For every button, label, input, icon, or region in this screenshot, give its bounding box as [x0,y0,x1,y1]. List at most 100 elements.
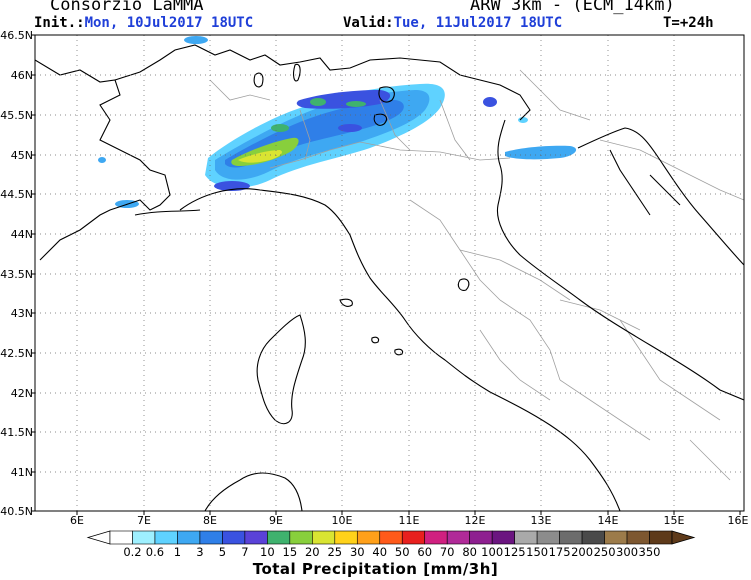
lon-label: 16E [727,514,749,527]
colorbar-swatch [132,530,156,545]
precip-25mm-area [238,150,282,163]
lat-label: 41.5N [0,426,33,439]
colorbar-level-label: 20 [304,545,320,559]
colorbar-swatch [649,530,673,545]
colorbar-swatch [312,530,336,545]
colorbar-swatch [491,530,515,545]
colorbar-level-label: 5 [218,545,227,559]
colorbar-level-label: 300 [616,545,639,559]
precip-15mm-spot-2 [346,101,366,107]
colorbar-level-label: 7 [241,545,249,559]
precip-spot-b [483,97,497,107]
colorbar-swatch [267,530,291,545]
init-value: Mon, 10Jul2017 18UTC [84,15,254,31]
lead-time: T=+24h [663,15,714,31]
colorbar-level-label: 60 [417,545,433,559]
lat-label: 45N [10,149,33,162]
lon-label: 11E [398,514,420,527]
colorbar-level-label: 3 [196,545,204,559]
colorbar-swatch [536,530,560,545]
graticule [35,35,744,511]
colorbar-swatch [154,530,178,545]
org-title: Consorzio LaMMA [50,0,204,15]
precip-adriatic-band [505,145,577,160]
colorbar-swatch [626,530,650,545]
colorbar-swatch [356,530,381,545]
colorbar-level-label: 80 [462,545,477,559]
valid-label: Valid: [343,15,394,31]
colorbar-swatch [581,530,605,545]
colorbar-swatch [199,530,223,545]
colorbar-swatch [401,530,426,545]
lon-label: 12E [464,514,486,527]
colorbar-swatch [289,530,313,545]
colorbar-level-label: 30 [349,545,365,559]
axis-ticks [31,34,741,515]
lon-label: 13E [530,514,552,527]
valid-value: Tue, 11Jul2017 18UTC [393,15,563,31]
colorbar-swatch [469,530,493,545]
precipitation-field [98,36,577,208]
lat-label: 46N [10,69,33,82]
colorbar [86,530,696,545]
lon-label: 8E [203,514,217,527]
precip-7mm-spot [338,124,362,132]
lat-label: 44.5N [0,188,33,201]
colorbar-level-label: 0.6 [145,545,165,559]
lat-label: 43N [10,307,33,320]
lon-label: 6E [70,514,84,527]
colorbar-level-label: 15 [282,545,298,559]
colorbar-swatch [177,530,201,545]
colorbar-level-label: 10 [260,545,275,559]
colorbar-level-label: 25 [327,545,343,559]
colorbar-swatch [222,530,246,545]
init-line: Init.:Mon, 10Jul2017 18UTC [34,16,253,30]
colorbar-swatch [334,530,358,545]
colorbar-swatch [424,530,448,545]
colorbar-swatch [109,530,133,545]
lat-label: 42N [10,387,33,400]
colorbar-title: Total Precipitation [mm/3h] [252,560,499,578]
colorbar-level-label: 70 [439,545,455,559]
colorbar-level-label: 175 [548,545,571,559]
lon-label: 7E [137,514,151,527]
colorbar-level-label: 250 [593,545,616,559]
lat-label: 43.5N [0,268,33,281]
lon-label: 14E [597,514,619,527]
lat-label: 45.5N [0,109,33,122]
precip-15mm-spot-1 [310,98,326,106]
lat-label: 46.5N [0,29,33,42]
valid-line: Valid:Tue, 11Jul2017 18UTC [343,16,562,30]
lat-label: 41N [10,466,33,479]
model-title: ARW 3km - (ECM_14km) [470,0,675,15]
precip-top-spot [184,36,208,44]
colorbar-level-label: 50 [394,545,410,559]
precip-spot-a [98,157,106,163]
colorbar-level-label: 100 [481,545,504,559]
colorbar-low-arrow [86,530,111,545]
colorbar-level-label: 125 [503,545,526,559]
lon-label: 9E [269,514,283,527]
regional-borders [209,69,744,481]
lon-label: 10E [331,514,353,527]
colorbar-swatch [379,530,403,545]
colorbar-level-label: 150 [526,545,549,559]
colorbar-level-label: 40 [372,545,388,559]
colorbar-swatch [244,530,268,545]
colorbar-swatch [446,530,470,545]
lat-label: 44N [10,228,33,241]
map-frame [34,34,745,512]
colorbar-level-label: 1 [173,545,182,559]
lat-label: 40.5N [0,505,33,518]
init-label: Init.: [34,15,85,31]
colorbar-level-label: 200 [571,545,594,559]
colorbar-level-label: 0.2 [123,545,142,559]
colorbar-swatch [514,530,538,545]
lon-label: 15E [663,514,685,527]
colorbar-high-arrow [671,530,696,545]
map-layers [35,35,744,511]
colorbar-swatch [559,530,583,545]
precip-15mm-spot-3 [271,124,289,132]
lat-label: 42.5N [0,347,33,360]
